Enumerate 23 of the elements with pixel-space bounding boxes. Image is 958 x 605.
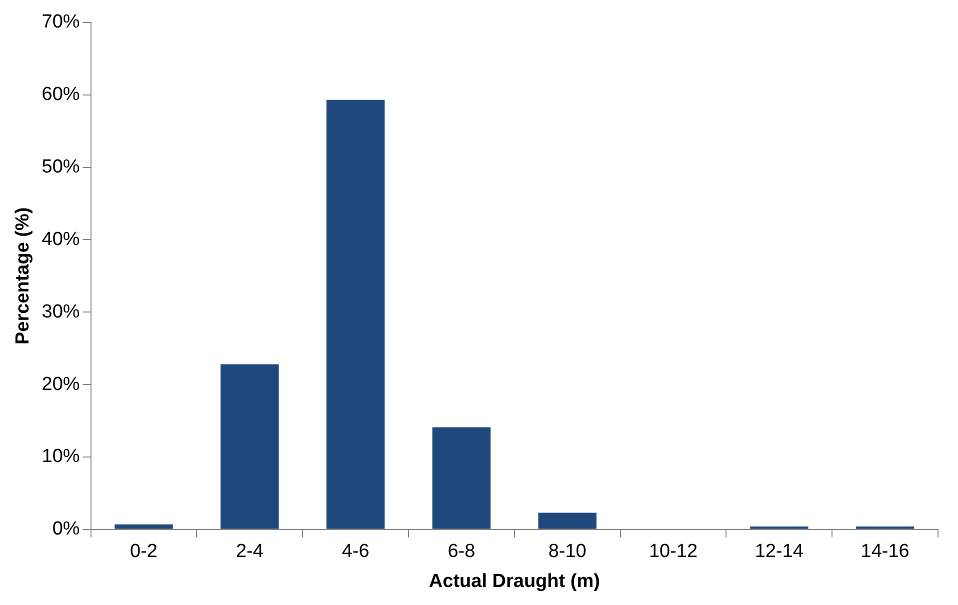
x-tick-label: 8-10 [548, 541, 586, 562]
x-tick-label: 0-2 [130, 541, 158, 562]
bar [432, 427, 491, 529]
x-tick-label: 12-14 [754, 541, 804, 562]
x-axis-title: Actual Draught (m) [428, 570, 600, 592]
x-tick-label: 2-4 [236, 541, 264, 562]
bar [538, 512, 596, 529]
y-tick-label: 10% [42, 446, 80, 468]
y-tick-label: 70% [42, 12, 80, 33]
y-tick-label: 20% [42, 374, 80, 395]
x-tick-label: 6-8 [448, 541, 476, 562]
bar [326, 100, 385, 529]
y-axis-title: Percentage (%) [12, 207, 34, 345]
y-tick-label: 0% [52, 518, 80, 540]
x-tick-label: 10-12 [648, 541, 698, 562]
x-tick-label: 14-16 [860, 541, 910, 562]
y-tick-label: 50% [42, 156, 80, 178]
bar [114, 524, 173, 529]
y-tick-label: 30% [42, 301, 80, 322]
y-tick-label: 40% [42, 228, 80, 250]
y-tick-label: 60% [42, 84, 80, 106]
x-tick-label: 4-6 [342, 541, 370, 562]
bar [220, 364, 279, 529]
